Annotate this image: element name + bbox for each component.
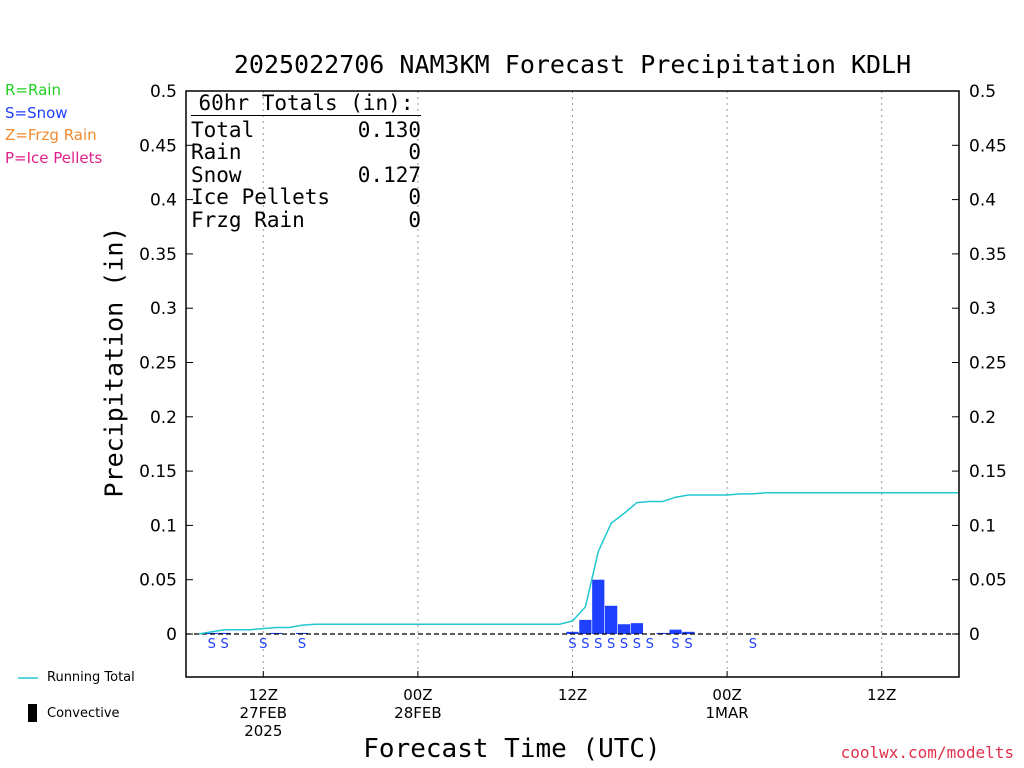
totals-box: 60hr Totals (in): Total 0.130 Rain 0 Sno…	[191, 92, 421, 231]
totals-row-snow: Snow 0.127	[191, 162, 421, 187]
totals-row-ice-pellets: Ice Pellets 0	[191, 186, 421, 209]
x-tick-label: 12Z	[558, 686, 587, 704]
precip-bar	[579, 619, 592, 634]
y-tick-label: 0.4	[150, 191, 177, 211]
precip-bars	[205, 579, 695, 634]
ptype-marker: S	[221, 637, 229, 652]
ptype-marker: S	[646, 637, 654, 652]
y-axis-ticks: 0 00.05 0.050.1 0.10.15 0.150.2 0.20.25 0.250.…	[139, 82, 1007, 645]
y-tick-label-right: 0.4	[969, 191, 996, 211]
totals-value: 0.130	[357, 117, 421, 142]
vertical-gridlines	[262, 91, 883, 677]
totals-row-total: Total 0.130	[191, 117, 421, 142]
precip-bar	[218, 632, 231, 634]
ptype-marker: S	[749, 637, 757, 652]
x-tick-label: 12Z	[867, 686, 896, 704]
running-total-line	[198, 492, 959, 635]
y-tick-label: 0.45	[139, 136, 177, 156]
precip-bar	[669, 629, 682, 634]
totals-value: 0	[408, 207, 421, 232]
precip-bar	[617, 624, 631, 634]
x-tick-label: 00Z	[403, 686, 432, 704]
watermark[interactable]: coolwx.com/modelts	[840, 743, 1014, 762]
precip-bar	[630, 623, 644, 634]
y-axis-label: Precipitation (in)	[99, 226, 129, 498]
y-tick-label: 0.15	[139, 462, 177, 482]
legend-rain-text: R=Rain	[5, 81, 61, 99]
y-tick-label: 0.35	[139, 245, 177, 265]
convective-legend-label: Convective	[47, 706, 120, 721]
y-tick-label: 0	[166, 625, 177, 645]
x-tick-label: 2025	[244, 722, 282, 740]
ptype-marker: S	[581, 637, 589, 652]
ptype-marker: S	[298, 637, 306, 652]
y-tick-label: 0.25	[139, 354, 177, 374]
totals-header: 60hr Totals (in):	[191, 92, 421, 116]
y-tick-label-right: 0.25	[969, 354, 1007, 374]
legend-rain: R=Rain	[5, 81, 61, 99]
totals-value: 0	[408, 185, 421, 209]
running-total-legend-label: Running Total	[47, 670, 135, 685]
totals-row-rain: Rain 0	[191, 141, 421, 164]
totals-label: Total	[191, 117, 255, 142]
ptype-marker: S	[671, 637, 679, 652]
y-tick-label: 0.5	[150, 82, 177, 102]
ptype-marker: S	[208, 637, 216, 652]
totals-row-frzg-rain: Frzg Rain 0	[191, 207, 421, 232]
totals-label: Rain	[191, 140, 242, 164]
chart-title: 2025022706 NAM3KM Forecast Precipitation…	[233, 50, 912, 79]
y-tick-label-right: 0.5	[969, 82, 996, 102]
precip-bar	[592, 579, 605, 634]
ptype-marker: S	[607, 637, 615, 652]
ptype-marker: S	[259, 637, 267, 652]
y-tick-label-right: 0	[969, 625, 980, 645]
y-tick-label: 0.1	[150, 516, 177, 536]
totals-value: 0	[408, 140, 421, 164]
precip-bar	[605, 605, 618, 634]
y-tick-label-right: 0.3	[969, 299, 996, 319]
convective-legend-swatch	[28, 704, 37, 722]
totals-label: Ice Pellets	[191, 185, 331, 209]
totals-label: Snow	[191, 162, 242, 187]
x-tick-label: 12Z	[249, 686, 278, 704]
ptype-marker: S	[594, 637, 602, 652]
y-tick-label-right: 0.35	[969, 245, 1007, 265]
y-tick-label: 0.3	[150, 299, 177, 319]
y-tick-label-right: 0.05	[969, 571, 1007, 591]
ptype-marker: S	[684, 637, 692, 652]
legend-frzg-text: Z=Frzg Rain	[5, 126, 97, 144]
legend-snow-text: S=Snow	[5, 104, 68, 122]
x-tick-label: 1MAR	[706, 704, 749, 722]
ptype-marker: S	[620, 637, 628, 652]
y-tick-label-right: 0.1	[969, 516, 996, 536]
legend-ice-pellets: P=Ice Pellets	[5, 149, 102, 167]
ptype-marker: S	[633, 637, 641, 652]
legend-frzg-rain: Z=Frzg Rain	[5, 126, 97, 144]
legend-pellets-text: P=Ice Pellets	[5, 149, 103, 167]
y-tick-label-right: 0.45	[969, 136, 1007, 156]
precip-bar	[566, 631, 579, 634]
legend-snow: S=Snow	[5, 104, 68, 122]
y-tick-label: 0.2	[150, 408, 177, 428]
y-tick-label-right: 0.15	[969, 462, 1007, 482]
y-tick-label-right: 0.2	[969, 408, 996, 428]
precip-bar	[682, 631, 695, 634]
x-tick-label: 28FEB	[394, 704, 441, 722]
x-tick-label: 27FEB	[240, 704, 287, 722]
y-tick-label: 0.05	[139, 571, 177, 591]
ptype-marker: S	[568, 637, 576, 652]
x-axis-label: Forecast Time (UTC)	[363, 734, 661, 764]
totals-label: Frzg Rain	[191, 207, 305, 232]
x-tick-label: 00Z	[712, 686, 741, 704]
totals-value: 0.127	[357, 162, 421, 187]
